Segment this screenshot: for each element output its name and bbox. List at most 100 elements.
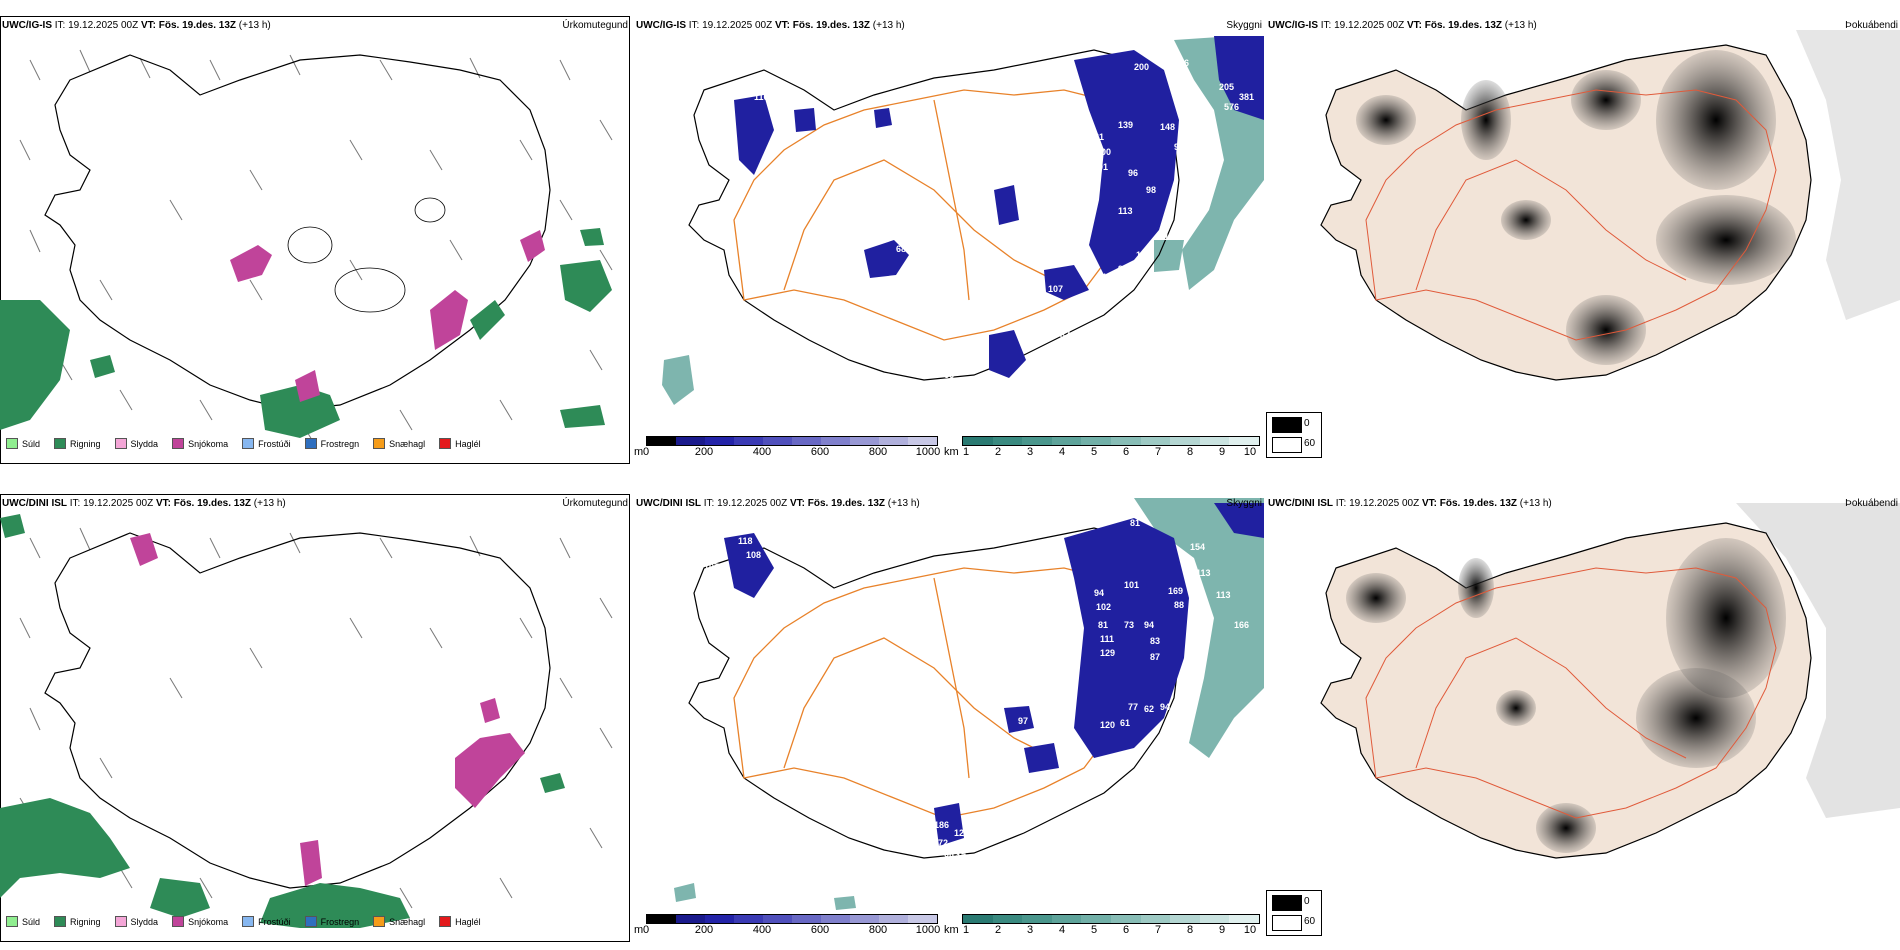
road-network xyxy=(733,89,1145,341)
cloud-base-value: 101 xyxy=(1124,580,1139,590)
valid-time: Fös. 19.des. 13Z xyxy=(1439,498,1518,509)
cloud-base-value: 68 xyxy=(896,244,906,254)
fog-scale-box: 0 60 xyxy=(1266,412,1322,458)
tick-label: 600 xyxy=(810,924,830,936)
tick-label: 6 xyxy=(1122,924,1130,936)
tick-label: 2 xyxy=(994,924,1002,936)
cloud-base-value: 105 xyxy=(1102,272,1117,282)
cloud-base-value: 124 xyxy=(1136,250,1151,260)
init-time-label: IT: xyxy=(1320,20,1332,31)
fog-areas xyxy=(1346,538,1786,853)
fog-haze xyxy=(1736,503,1900,818)
valid-time-label: VT: xyxy=(774,20,790,31)
legend-label: Frostúði xyxy=(258,438,291,449)
cloud-base-value: 100 xyxy=(1096,147,1111,157)
model-name: UWC/DINI ISL xyxy=(2,498,67,509)
legend-item-sleet: Slydda xyxy=(114,916,159,927)
iceland-coastline xyxy=(44,54,551,411)
panel-header: UWC/IG-IS IT: 19.12.2025 00Z VT: Fös. 19… xyxy=(636,20,905,31)
cloud-base-value: 124 xyxy=(1164,232,1179,242)
legend-label: Rigning xyxy=(70,438,101,449)
cloud-base-value: 81 xyxy=(1130,518,1140,528)
legend-label: Slydda xyxy=(130,916,159,927)
lead-time: (+13 h) xyxy=(872,20,905,31)
fog-scale-label: 0 xyxy=(1304,418,1310,429)
cloud-base-value: 113 xyxy=(1118,206,1133,216)
legend-item-snow: Snjókoma xyxy=(172,916,228,927)
rain-areas xyxy=(0,514,565,928)
legend-label: Snjókoma xyxy=(188,438,229,449)
tick-label: 7 xyxy=(1154,924,1162,936)
legend-item-hail: Haglél xyxy=(439,438,481,449)
legend-item-freezing-drizzle: Frostúði xyxy=(242,916,291,927)
visibility-panel: 156 200 205 381 576 116 81 100 91 96 98 … xyxy=(634,0,1264,470)
lead-time: (+13 h) xyxy=(253,498,286,509)
tick-label: 400 xyxy=(752,446,772,458)
fog-scale-light xyxy=(1272,915,1302,931)
init-time-label: IT: xyxy=(69,498,81,509)
cloud-base-value: 98 xyxy=(1146,185,1156,195)
fog-scale-light xyxy=(1272,437,1302,453)
fog-scale-box: 0 60 xyxy=(1266,890,1322,936)
cloud-base-value: 116 xyxy=(754,92,769,102)
cloud-base-value: 169 xyxy=(1168,586,1183,596)
cloud-base-value: 87 xyxy=(1150,652,1160,662)
valid-time: Fös. 19.des. 13Z xyxy=(158,20,237,31)
cloud-base-value: 107 xyxy=(1048,284,1063,294)
valid-time-label: VT: xyxy=(1406,20,1422,31)
cloud-base-ramp xyxy=(646,914,938,924)
cloud-base-value: 200 xyxy=(1134,62,1149,72)
fog-scale-label: 60 xyxy=(1304,438,1316,449)
tick-label: 800 xyxy=(868,924,888,936)
legend-label: Slydda xyxy=(130,438,159,449)
legend-label: Frostúði xyxy=(258,916,291,927)
cloud-base-value: 49 xyxy=(946,390,956,400)
tick-label: 8 xyxy=(1186,924,1194,936)
panel-title: Skyggni xyxy=(1226,20,1262,31)
tick-label: 4 xyxy=(1058,446,1066,458)
fog-map xyxy=(1320,30,1900,381)
panel-title: Úrkomutegund xyxy=(562,498,628,509)
snow-areas xyxy=(230,230,545,402)
tick-label: 9 xyxy=(1218,446,1226,458)
init-time-label: IT: xyxy=(688,20,700,31)
legend-item-hail: Haglél xyxy=(439,916,481,927)
fog-areas xyxy=(1356,50,1796,365)
cloud-base-labels: 156 200 205 381 576 116 81 100 91 96 98 … xyxy=(754,58,1254,400)
valid-time: Fös. 19.des. 13Z xyxy=(173,498,252,509)
cloud-base-value: 73 xyxy=(1124,620,1134,630)
cloud-base-value: 72 xyxy=(938,838,948,848)
legend-swatch xyxy=(439,916,452,927)
legend-item-freezing-rain: Frostregn xyxy=(304,438,359,449)
visibility-unit: km xyxy=(944,446,959,458)
road-network xyxy=(1365,89,1777,341)
cloud-base-value: 94 xyxy=(1094,588,1104,598)
legend-label: Snjókoma xyxy=(188,916,229,927)
valid-time: Fös. 19.des. 13Z xyxy=(807,498,886,509)
tick-label: 1 xyxy=(962,924,970,936)
tick-label: 3 xyxy=(1026,446,1034,458)
tick-label: 10 xyxy=(1243,446,1257,458)
cloud-base-value: 148 xyxy=(1160,122,1175,132)
cloud-base-value: 88 xyxy=(944,852,954,862)
forecast-row-ig-is: UWC/IG-IS IT: 19.12.2025 00Z VT: Fös. 19… xyxy=(0,0,1900,470)
valid-time: Fös. 19.des. 13Z xyxy=(792,20,871,31)
cloud-base-value: 102 xyxy=(1096,602,1111,612)
lead-time: (+13 h) xyxy=(238,20,271,31)
visibility-map: 156 200 205 381 576 116 81 100 91 96 98 … xyxy=(662,36,1264,405)
cloud-base-value: 113 xyxy=(1216,590,1231,600)
legend-item-drizzle: Súld xyxy=(6,438,40,449)
legend-swatch xyxy=(114,438,127,449)
legend-swatch xyxy=(6,916,18,927)
cloud-base-value: 88 xyxy=(1174,600,1184,610)
legend-label: Snæhagl xyxy=(389,916,426,927)
valid-time: Fös. 19.des. 13Z xyxy=(1424,20,1503,31)
legend-swatch xyxy=(114,916,127,927)
tick-label: 10 xyxy=(1243,924,1257,936)
cloud-base-value: 68 xyxy=(909,382,919,392)
legend-label: Súld xyxy=(22,438,41,449)
cloud-base-value: 381 xyxy=(1239,92,1254,102)
visibility-panel: 81 154 113 113 166 94 101 102 169 88 81 … xyxy=(634,478,1264,948)
legend-item-snow: Snjókoma xyxy=(172,438,228,449)
tick-label: 1 xyxy=(962,446,970,458)
